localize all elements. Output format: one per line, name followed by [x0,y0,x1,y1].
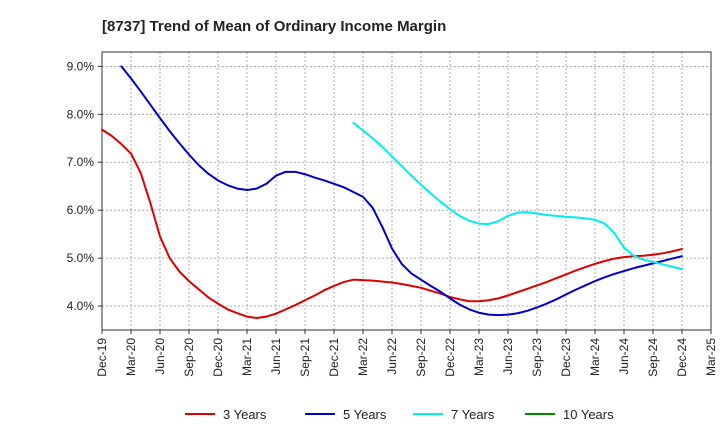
legend-label: 5 Years [343,407,387,422]
x-tick-label: Mar-22 [356,338,370,376]
legend-item: 7 Years [413,407,495,422]
x-tick-label: Dec-19 [95,338,109,377]
x-tick-label: Mar-24 [588,338,602,376]
x-tick-label: Dec-23 [559,338,573,377]
x-tick-label: Jun-22 [385,338,399,375]
plot-area [101,51,712,331]
legend-label: 7 Years [451,407,495,422]
y-tick-label: 4.0% [67,299,95,313]
series-line-7-years [352,121,683,271]
x-tick-label: Dec-20 [211,338,225,377]
x-tick-label: Jun-21 [269,338,283,375]
x-tick-label: Mar-25 [704,338,718,376]
plot-background [102,52,711,330]
x-tick-label: Jun-24 [617,338,631,375]
y-tick-label: 8.0% [67,107,95,121]
x-tick-label: Sep-23 [530,338,544,377]
series-layer [101,65,683,320]
x-tick-label: Mar-21 [240,338,254,376]
legend-label: 3 Years [223,407,267,422]
x-tick-label: Dec-21 [327,338,341,377]
x-tick-label: Sep-24 [646,338,660,377]
x-tick-label: Mar-23 [472,338,486,376]
legend-item: 3 Years [185,407,267,422]
x-axis: Dec-19 Mar-20 Jun-20 Sep-20 Dec-20 Mar-21 Jun-… [95,330,718,377]
x-tick-label: Sep-21 [298,338,312,377]
y-axis: 4.0% 5.0% 6.0% 7.0% 8.0% 9.0% [67,59,102,313]
legend-item: 5 Years [305,407,387,422]
y-tick-label: 7.0% [67,155,95,169]
y-tick-label: 5.0% [67,251,95,265]
x-tick-label: Sep-22 [414,338,428,377]
plot-border [101,51,712,331]
x-tick-label: Jun-20 [153,338,167,375]
legend-item: 10 Years [525,407,614,422]
legend: 3 Years 5 Years 7 Years 10 Years [185,407,614,422]
x-tick-label: Dec-22 [443,338,457,377]
x-tick-label: Jun-23 [501,338,515,375]
x-tick-label: Dec-24 [675,338,689,377]
x-tick-label: Sep-20 [182,338,196,377]
x-tick-label: Mar-20 [124,338,138,376]
series-line-3-years [101,128,683,320]
legend-label: 10 Years [563,407,614,422]
chart-title: [8737] Trend of Mean of Ordinary Income … [102,18,446,35]
series-line-5-years [120,65,683,317]
y-tick-label: 9.0% [67,59,95,73]
y-tick-label: 6.0% [67,203,95,217]
